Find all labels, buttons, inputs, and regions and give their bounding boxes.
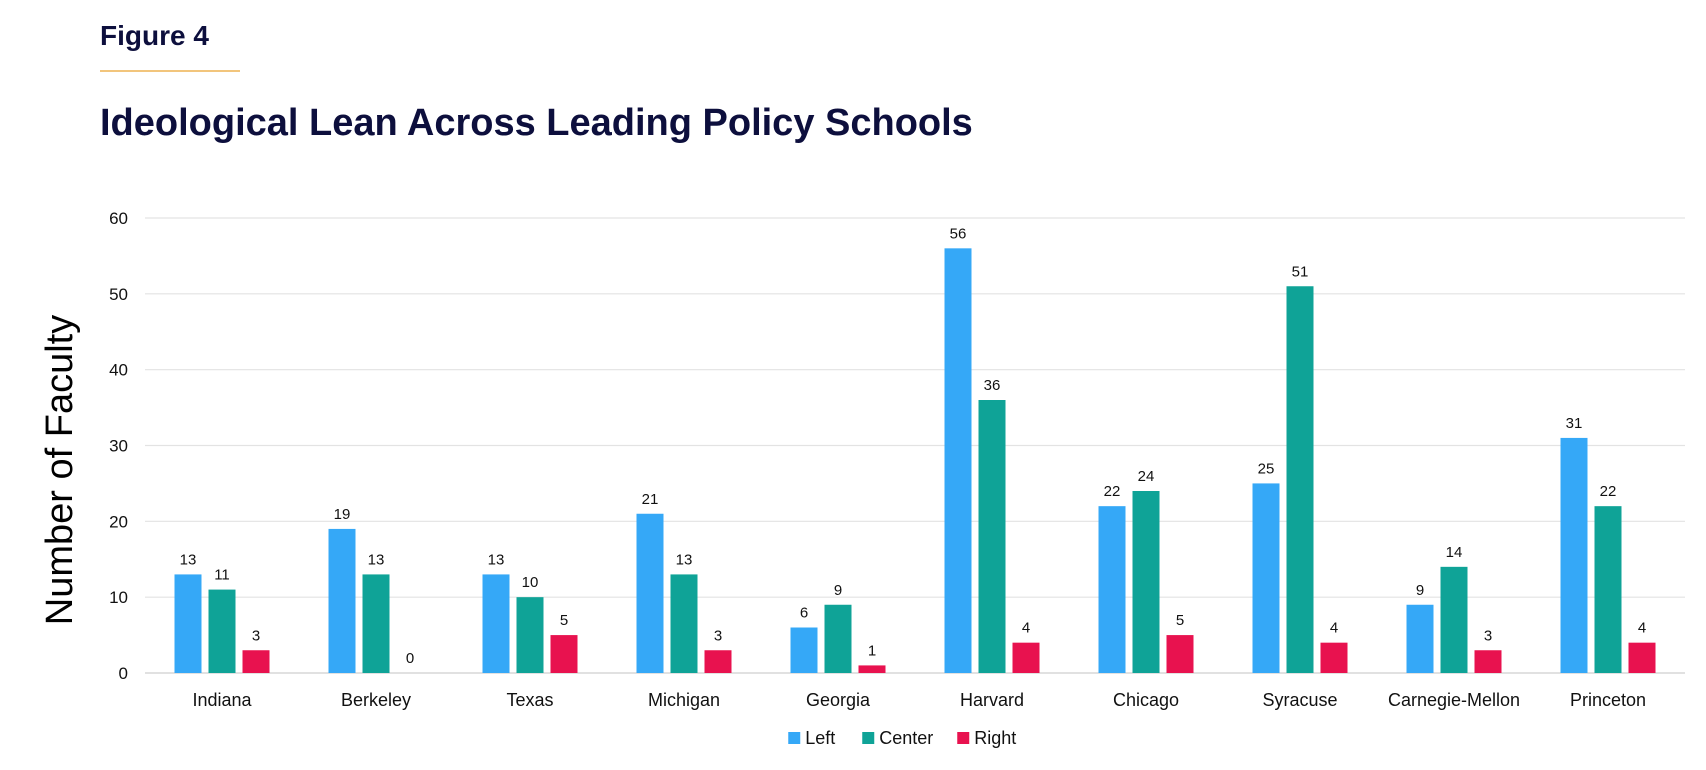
bar: [704, 650, 732, 673]
y-tick-label: 20: [109, 512, 128, 531]
bar: [208, 589, 236, 673]
x-category-label: Texas: [506, 690, 553, 710]
data-label: 4: [1638, 620, 1646, 637]
x-category-label: Princeton: [1570, 690, 1646, 710]
data-label: 31: [1566, 415, 1583, 432]
bar: [1252, 483, 1280, 673]
data-label: 21: [642, 491, 659, 508]
bar: [858, 665, 886, 673]
y-axis-label: Number of Faculty: [39, 315, 81, 625]
x-category-label: Carnegie-Mellon: [1388, 690, 1520, 710]
bar: [362, 574, 390, 673]
bar: [1560, 437, 1588, 673]
y-tick-label: 0: [119, 664, 128, 683]
data-label: 36: [984, 377, 1001, 394]
figure-label-underline: [100, 70, 240, 72]
bar: [1286, 286, 1314, 673]
y-tick-label: 10: [109, 588, 128, 607]
bar: [1594, 506, 1622, 673]
bar: [978, 400, 1006, 673]
data-label: 4: [1330, 620, 1338, 637]
data-label: 0: [406, 650, 414, 667]
legend-label: Right: [974, 728, 1016, 748]
bar: [550, 635, 578, 673]
data-label: 22: [1104, 483, 1121, 500]
data-label: 3: [1484, 627, 1492, 644]
data-label: 14: [1446, 544, 1463, 561]
gridlines: [145, 217, 1685, 674]
bar: [944, 248, 972, 674]
bar: [174, 574, 202, 673]
bar: [1628, 642, 1656, 673]
x-category-label: Berkeley: [341, 690, 411, 710]
bar: [1474, 650, 1502, 673]
data-label: 9: [1416, 582, 1424, 599]
bar: [824, 604, 852, 673]
data-label: 10: [522, 574, 539, 591]
data-label: 19: [334, 506, 351, 523]
bar: [670, 574, 698, 673]
data-label: 9: [834, 582, 842, 599]
data-label: 56: [950, 225, 967, 242]
legend-swatch: [957, 732, 970, 744]
bar: [482, 574, 510, 673]
figure-label: Figure 4: [100, 20, 209, 51]
y-tick-label: 60: [109, 209, 128, 228]
legend-swatch: [788, 732, 801, 744]
x-category-label: Georgia: [806, 690, 871, 710]
y-tick-label: 50: [109, 285, 128, 304]
data-label: 11: [214, 567, 230, 584]
data-label: 13: [180, 551, 197, 568]
data-label: 13: [488, 551, 505, 568]
bar: [516, 597, 544, 673]
data-labels: 1311319130131052113369156364222452551491…: [180, 225, 1647, 667]
bar: [1406, 604, 1434, 673]
bar: [242, 650, 270, 673]
x-axis-categories: Indiana Berkeley Texas Michigan Georgia Harva…: [192, 690, 1646, 710]
data-label: 4: [1022, 620, 1030, 637]
data-label: 3: [252, 627, 260, 644]
data-label: 6: [800, 605, 808, 622]
y-tick-label: 30: [109, 437, 128, 456]
bar: [1012, 642, 1040, 673]
bar: [1166, 635, 1194, 673]
bar: [1320, 642, 1348, 673]
x-category-label: Harvard: [960, 690, 1024, 710]
bar: [636, 513, 664, 673]
bars: [174, 248, 1656, 674]
data-label: 22: [1600, 483, 1617, 500]
legend: Left Center Right: [788, 728, 1016, 748]
data-label: 51: [1292, 263, 1309, 280]
bar: [790, 627, 818, 673]
legend-label: Center: [879, 728, 933, 748]
data-label: 13: [676, 551, 693, 568]
legend-label: Left: [805, 728, 835, 748]
bar: [1098, 506, 1126, 673]
y-tick-label: 40: [109, 361, 128, 380]
data-label: 1: [868, 642, 876, 659]
data-label: 25: [1258, 460, 1275, 477]
data-label: 3: [714, 627, 722, 644]
data-label: 13: [368, 551, 385, 568]
data-label: 5: [560, 612, 568, 629]
bar: [1132, 491, 1160, 673]
data-label: 24: [1138, 468, 1155, 485]
x-category-label: Syracuse: [1262, 690, 1337, 710]
legend-swatch: [862, 732, 875, 744]
x-category-label: Michigan: [648, 690, 720, 710]
x-category-label: Indiana: [192, 690, 252, 710]
x-category-label: Chicago: [1113, 690, 1179, 710]
bar: [328, 528, 356, 673]
chart-title: Ideological Lean Across Leading Policy S…: [100, 102, 973, 144]
data-label: 5: [1176, 612, 1184, 629]
bar: [1440, 566, 1468, 673]
y-axis-ticks: 0 10 20 30 40 50 60: [109, 209, 128, 683]
